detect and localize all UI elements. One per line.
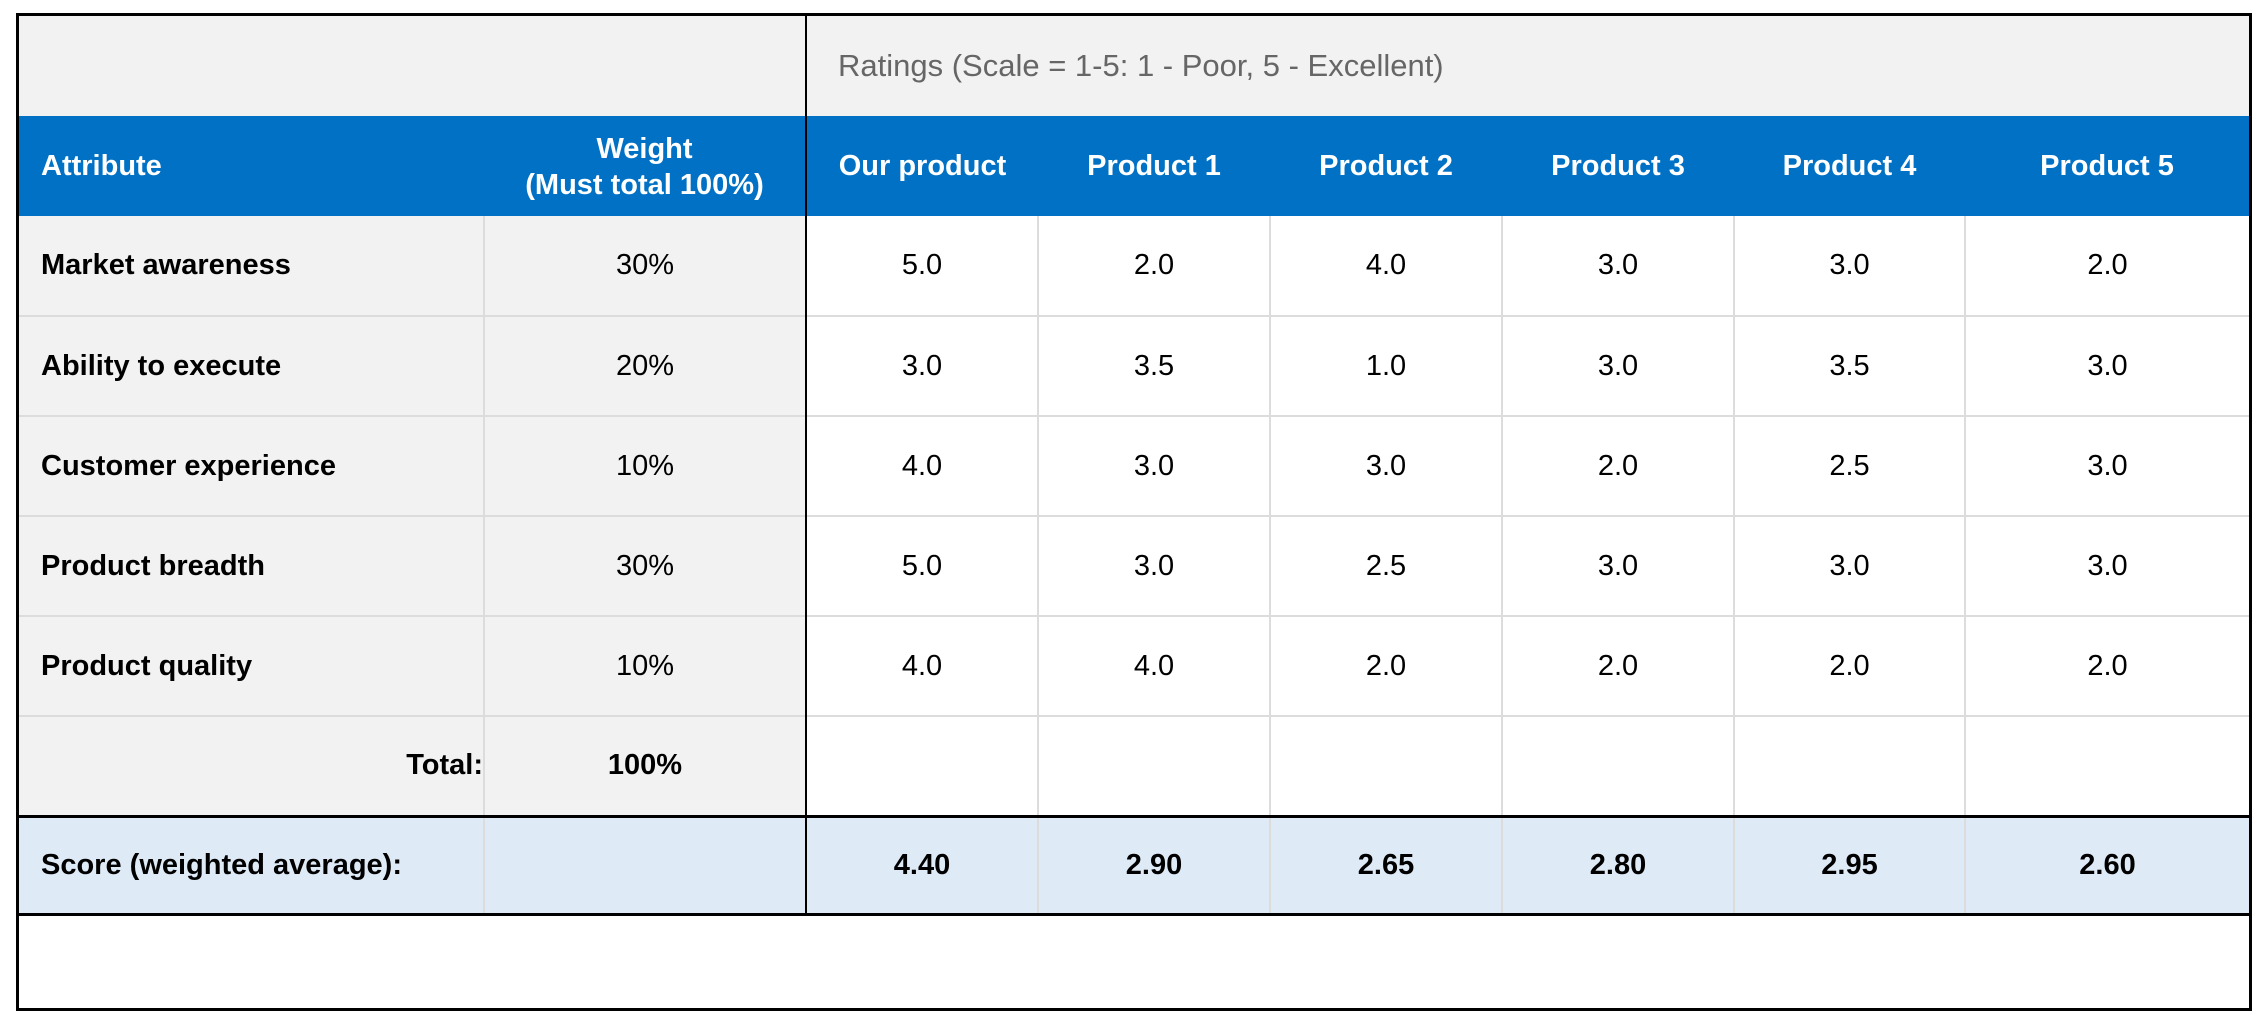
rating-cell: 3.0 — [1037, 515, 1270, 616]
score-product-3: 2.80 — [1501, 814, 1734, 916]
ratings-caption-row: Ratings (Scale = 1-5: 1 - Poor, 5 - Exce… — [19, 16, 2250, 116]
score-product-2: 2.65 — [1269, 814, 1502, 916]
rating-cell: 3.0 — [1733, 216, 1965, 316]
rating-cell: 2.5 — [1269, 515, 1502, 616]
rating-cell: 2.0 — [1269, 615, 1502, 716]
rating-cell: 2.5 — [1733, 415, 1965, 516]
header-product-4: Product 4 — [1734, 116, 1965, 216]
row-weight: 10% — [484, 415, 806, 516]
empty-cell — [1269, 715, 1502, 816]
rating-cell: 4.0 — [1037, 615, 1270, 716]
empty-cell — [1501, 715, 1734, 816]
row-weight: 30% — [484, 216, 806, 316]
total-row: Total: 100% — [19, 715, 2250, 816]
competitive-comparison-table: Ratings (Scale = 1-5: 1 - Poor, 5 - Exce… — [19, 16, 2250, 916]
header-weight-line2: (Must total 100%) — [525, 169, 764, 201]
empty-cell — [1733, 715, 1965, 816]
header-product-5: Product 5 — [1965, 116, 2250, 216]
comparison-matrix-frame: Ratings (Scale = 1-5: 1 - Poor, 5 - Exce… — [16, 13, 2252, 1011]
header-product-3: Product 3 — [1502, 116, 1734, 216]
score-label: Score (weighted average): — [19, 814, 485, 916]
rating-cell: 4.0 — [805, 415, 1038, 516]
total-weight: 100% — [484, 715, 806, 816]
row-attribute: Ability to execute — [19, 315, 485, 416]
table-row: Ability to execute 20% 3.0 3.5 1.0 3.0 3… — [19, 315, 2250, 416]
ratings-caption: Ratings (Scale = 1-5: 1 - Poor, 5 - Exce… — [804, 16, 2250, 116]
empty-cell — [1037, 715, 1270, 816]
header-attribute: Attribute — [19, 116, 484, 216]
row-attribute: Product breadth — [19, 515, 485, 616]
table-row: Market awareness 30% 5.0 2.0 4.0 3.0 3.0… — [19, 216, 2250, 316]
total-label: Total: — [19, 715, 485, 816]
blank-footer-area — [19, 916, 2249, 1008]
rating-cell: 3.0 — [1501, 216, 1734, 316]
rating-cell: 2.0 — [1963, 615, 2250, 716]
rating-cell: 3.0 — [1269, 415, 1502, 516]
rating-cell: 2.0 — [1501, 615, 1734, 716]
ratings-caption-spacer — [19, 16, 806, 116]
rating-cell: 5.0 — [805, 216, 1038, 316]
row-attribute: Market awareness — [19, 216, 485, 316]
rating-cell: 3.0 — [1501, 315, 1734, 416]
header-product-2: Product 2 — [1270, 116, 1502, 216]
table-row: Customer experience 10% 4.0 3.0 3.0 2.0 … — [19, 415, 2250, 516]
score-product-1: 2.90 — [1037, 814, 1270, 916]
row-attribute: Product quality — [19, 615, 485, 716]
empty-cell — [1963, 715, 2250, 816]
rating-cell: 3.5 — [1037, 315, 1270, 416]
rating-cell: 4.0 — [1269, 216, 1502, 316]
row-weight: 20% — [484, 315, 806, 416]
rating-cell: 2.0 — [1501, 415, 1734, 516]
rating-cell: 3.0 — [1963, 515, 2250, 616]
rating-cell: 5.0 — [805, 515, 1038, 616]
row-weight: 10% — [484, 615, 806, 716]
header-product-1: Product 1 — [1038, 116, 1270, 216]
rating-cell: 1.0 — [1269, 315, 1502, 416]
rating-cell: 3.0 — [1963, 315, 2250, 416]
rating-cell: 3.0 — [1733, 515, 1965, 616]
header-row: Attribute Weight (Must total 100%) Our p… — [19, 116, 2250, 216]
score-weight-empty — [484, 814, 806, 916]
rating-cell: 3.0 — [1037, 415, 1270, 516]
row-attribute: Customer experience — [19, 415, 485, 516]
rating-cell: 2.0 — [1037, 216, 1270, 316]
score-our-product: 4.40 — [805, 814, 1038, 916]
header-weight-line1: Weight — [596, 133, 693, 165]
rating-cell: 4.0 — [805, 615, 1038, 716]
score-product-4: 2.95 — [1733, 814, 1965, 916]
row-weight: 30% — [484, 515, 806, 616]
score-product-5: 2.60 — [1963, 814, 2250, 916]
table-row: Product quality 10% 4.0 4.0 2.0 2.0 2.0 … — [19, 615, 2250, 716]
score-row: Score (weighted average): 4.40 2.90 2.65… — [19, 814, 2250, 916]
rating-cell: 2.0 — [1733, 615, 1965, 716]
rating-cell: 3.0 — [1501, 515, 1734, 616]
empty-cell — [805, 715, 1038, 816]
rating-cell: 2.0 — [1963, 216, 2250, 316]
rating-cell: 3.5 — [1733, 315, 1965, 416]
header-weight: Weight (Must total 100%) — [484, 116, 806, 216]
rating-cell: 3.0 — [1963, 415, 2250, 516]
rating-cell: 3.0 — [805, 315, 1038, 416]
table-row: Product breadth 30% 5.0 3.0 2.5 3.0 3.0 … — [19, 515, 2250, 616]
header-our-product: Our product — [805, 116, 1038, 216]
